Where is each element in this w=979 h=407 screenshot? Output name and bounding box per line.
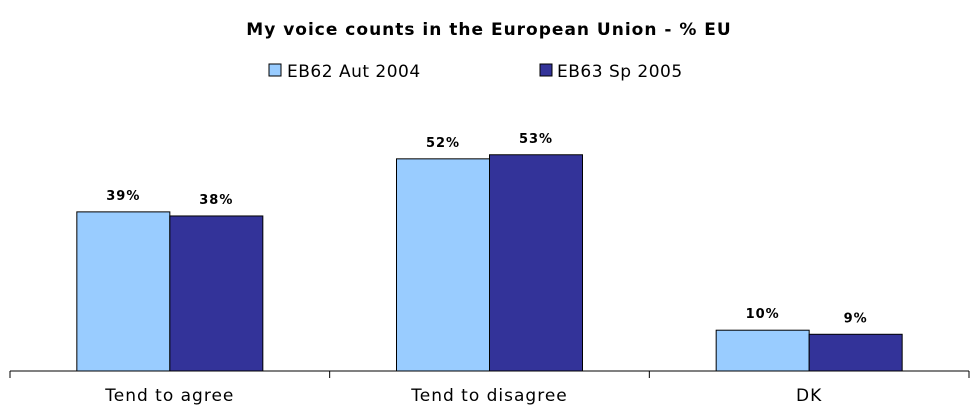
legend: EB62 Aut 2004 EB63 Sp 2005 [268,62,683,82]
bar-series-1-cat-3 [715,329,810,372]
data-labels-group: 39% 38% 52% 53% 10% 9% [106,132,868,327]
data-label-series-2-cat-1: 38% [199,193,233,208]
bar-series-2-cat-2 [489,154,583,372]
legend-swatch-series-1 [268,63,282,77]
category-label-1: Tend to agree [104,386,234,406]
data-label-series-2-cat-2: 53% [519,132,553,147]
legend-swatch-series-2 [539,63,553,77]
legend-label-series-2: EB63 Sp 2005 [557,62,683,82]
data-label-series-1-cat-1: 39% [106,189,140,204]
data-label-series-1-cat-3: 10% [746,307,780,322]
x-axis [9,370,970,378]
legend-label-series-1: EB62 Aut 2004 [287,62,421,82]
category-label-2: Tend to disagree [410,386,568,406]
bar-series-2-cat-1 [169,215,264,372]
bars-group [76,154,903,372]
chart-title: My voice counts in the European Union - … [246,20,731,40]
bar-series-1-cat-2 [396,158,490,372]
data-label-series-1-cat-2: 52% [426,136,460,151]
category-label-3: DK [796,386,822,406]
bar-series-1-cat-1 [76,211,171,372]
bar-series-2-cat-3 [808,333,903,372]
category-labels-group: Tend to agree Tend to disagree DK [104,386,822,406]
data-label-series-2-cat-3: 9% [844,311,868,326]
